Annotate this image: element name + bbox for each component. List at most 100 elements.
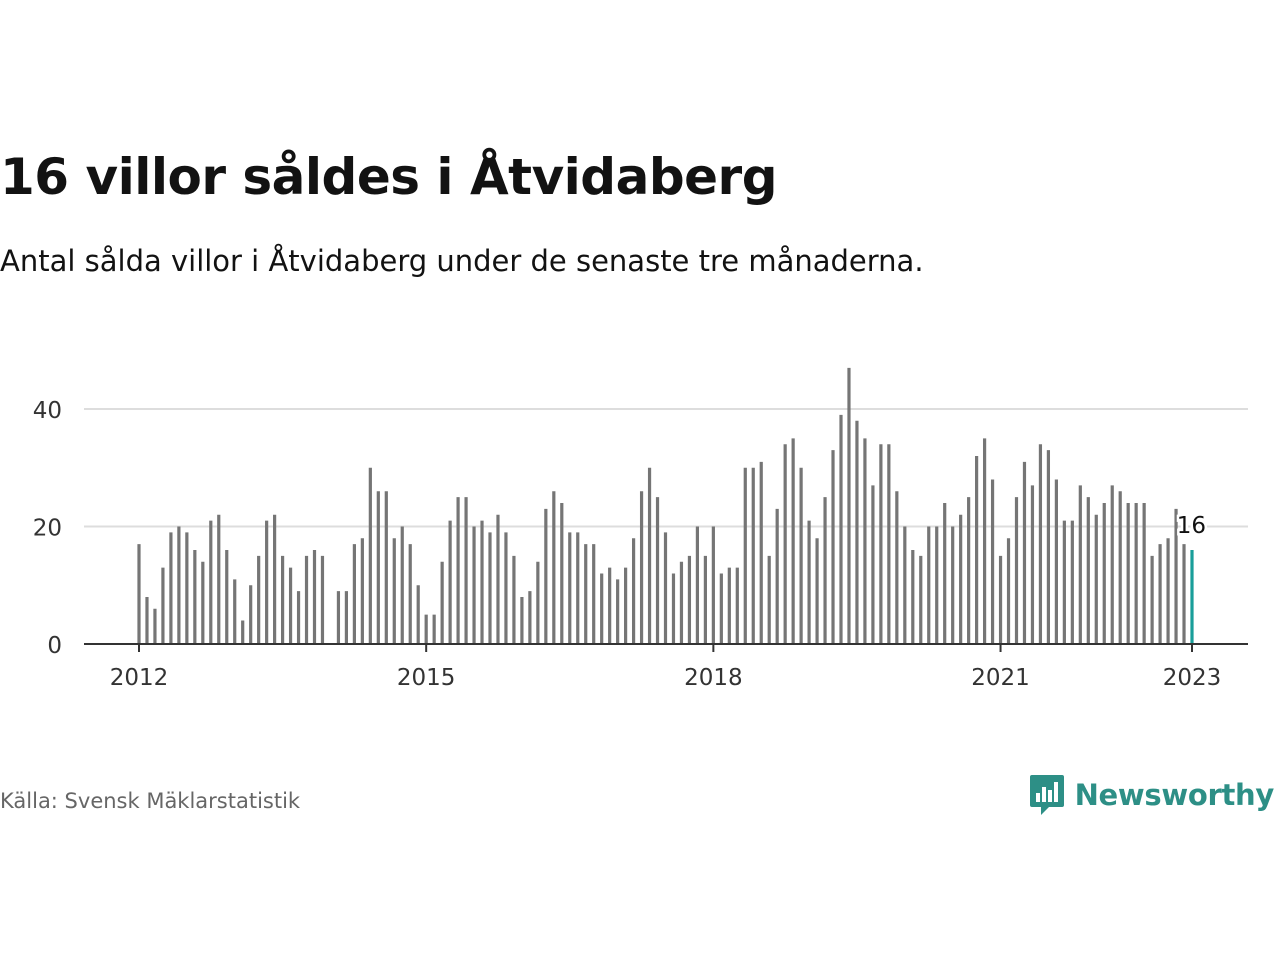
bar bbox=[639, 491, 644, 644]
bar bbox=[201, 561, 205, 644]
bar bbox=[440, 561, 444, 644]
bar bbox=[1174, 508, 1178, 645]
bar bbox=[647, 467, 652, 644]
bar bbox=[520, 597, 524, 644]
bar bbox=[233, 579, 237, 645]
bar bbox=[711, 526, 715, 644]
bar bbox=[592, 544, 596, 645]
bar bbox=[1054, 479, 1058, 644]
bar bbox=[671, 573, 676, 644]
bar bbox=[911, 550, 915, 644]
bar bbox=[360, 538, 364, 644]
bar bbox=[193, 550, 197, 644]
bar bbox=[959, 514, 963, 644]
y-tick-label: 20 bbox=[33, 516, 62, 542]
bar bbox=[416, 585, 420, 644]
bar bbox=[943, 503, 947, 644]
bar bbox=[145, 597, 149, 644]
bar bbox=[608, 567, 612, 645]
bar bbox=[169, 532, 173, 645]
brand-name: Newsworthy bbox=[1074, 778, 1275, 812]
bar bbox=[544, 508, 548, 645]
bar bbox=[783, 444, 787, 644]
bar bbox=[935, 526, 939, 644]
bar bbox=[799, 467, 803, 644]
bar bbox=[161, 567, 165, 645]
bar bbox=[584, 544, 588, 645]
bar bbox=[879, 444, 883, 644]
bar bbox=[871, 485, 875, 645]
bar bbox=[137, 544, 141, 645]
bar bbox=[863, 438, 867, 645]
bar bbox=[153, 608, 157, 644]
bar bbox=[1078, 485, 1082, 645]
bar bbox=[217, 514, 221, 644]
bar bbox=[679, 561, 684, 644]
bar bbox=[456, 497, 460, 645]
bar bbox=[249, 585, 253, 644]
bar bbox=[1142, 503, 1146, 644]
bar bbox=[831, 450, 835, 645]
bar bbox=[472, 526, 476, 644]
bar bbox=[703, 555, 707, 645]
bar bbox=[496, 514, 500, 644]
bar bbox=[552, 491, 556, 644]
bar bbox=[528, 591, 532, 645]
bar bbox=[823, 497, 827, 645]
bar bbox=[759, 461, 763, 645]
bar-latest bbox=[1190, 550, 1194, 644]
chart-title: 16 villor såldes i Åtvidaberg bbox=[0, 148, 777, 206]
bar bbox=[1094, 514, 1098, 644]
bar bbox=[1046, 450, 1051, 645]
bar bbox=[751, 467, 755, 644]
x-tick-label: 2012 bbox=[110, 665, 169, 691]
bar bbox=[951, 526, 955, 644]
bar bbox=[919, 555, 923, 645]
bar bbox=[241, 620, 245, 644]
bar bbox=[807, 520, 811, 645]
bar bbox=[432, 614, 436, 645]
axes: 0 20 40 2012 2015 2018 2021 2023 16 bbox=[33, 398, 1248, 691]
bar bbox=[815, 538, 819, 644]
bar bbox=[1110, 485, 1114, 645]
bar bbox=[839, 414, 843, 645]
x-tick-label: 2015 bbox=[397, 665, 456, 691]
bar bbox=[982, 438, 987, 645]
bar bbox=[209, 520, 213, 645]
bar bbox=[504, 532, 508, 645]
bar bbox=[903, 526, 907, 644]
bar bbox=[791, 438, 795, 645]
bar bbox=[320, 555, 325, 645]
bar bbox=[990, 479, 995, 644]
bar bbox=[512, 555, 516, 645]
bar bbox=[288, 567, 293, 645]
bar bbox=[1070, 520, 1074, 645]
bar bbox=[847, 367, 851, 645]
bar bbox=[344, 591, 349, 645]
bar bbox=[488, 532, 492, 645]
bar bbox=[536, 561, 540, 644]
bar bbox=[687, 555, 692, 645]
bar bbox=[616, 579, 620, 645]
x-tick-label: 2021 bbox=[971, 665, 1030, 691]
bar bbox=[1150, 555, 1154, 645]
bar bbox=[448, 520, 452, 645]
bar bbox=[312, 550, 317, 644]
bar bbox=[392, 538, 396, 644]
bar bbox=[568, 532, 572, 645]
bar bbox=[600, 573, 604, 644]
bar bbox=[280, 555, 285, 645]
bar bbox=[464, 497, 468, 645]
latest-value-label: 16 bbox=[1177, 513, 1206, 539]
bar bbox=[1062, 520, 1066, 645]
bar bbox=[480, 520, 484, 645]
bar bbox=[185, 532, 189, 645]
bar bbox=[767, 555, 771, 645]
chart-subtitle: Antal sålda villor i Åtvidaberg under de… bbox=[0, 244, 924, 278]
bar bbox=[1038, 444, 1043, 644]
bar bbox=[1126, 503, 1130, 644]
bar bbox=[735, 567, 739, 645]
bar bbox=[265, 520, 269, 645]
bar bbox=[560, 503, 564, 644]
bar bbox=[177, 526, 181, 644]
